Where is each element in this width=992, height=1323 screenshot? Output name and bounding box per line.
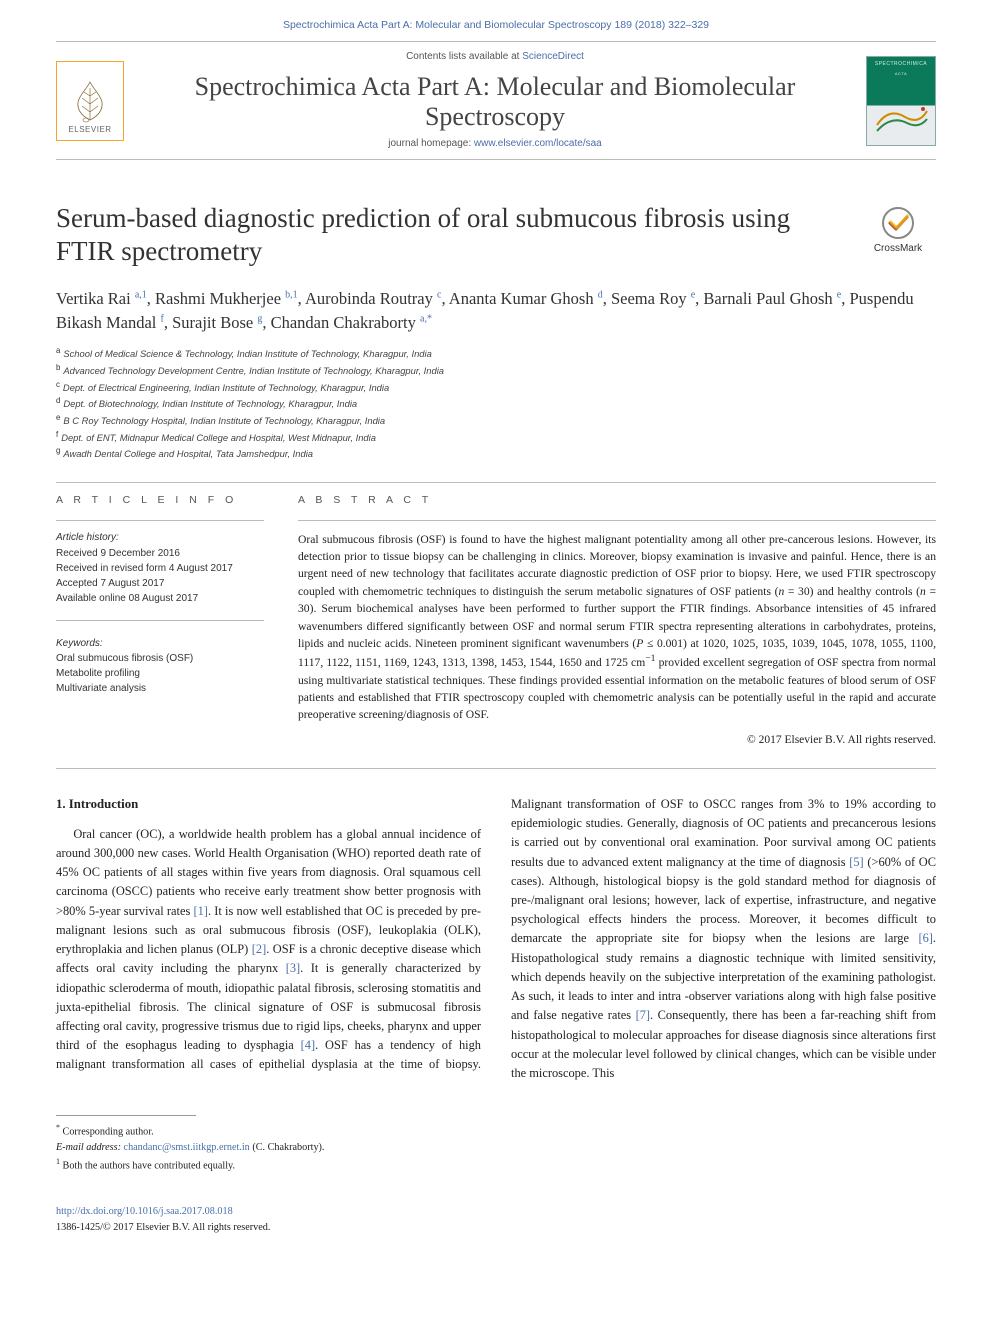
page: Spectrochimica Acta Part A: Molecular an… [0, 0, 992, 1275]
history-list: Received 9 December 2016Received in revi… [56, 546, 264, 606]
ref-link[interactable]: [6] [918, 931, 932, 945]
affiliation: dDept. of Biotechnology, Indian Institut… [56, 395, 936, 412]
homepage-prefix: journal homepage: [388, 138, 474, 149]
author: Ananta Kumar Ghosh d [449, 289, 603, 308]
affiliations: aSchool of Medical Science & Technology,… [56, 345, 936, 462]
publisher-logo: ELSEVIER [56, 61, 124, 141]
corresponding-author-text: Corresponding author. [63, 1127, 154, 1138]
crossmark-badge[interactable]: CrossMark [860, 206, 936, 256]
email-prefix: E-mail address: [56, 1142, 124, 1153]
divider [56, 482, 936, 483]
article-info-heading: A R T I C L E I N F O [56, 493, 264, 508]
equal-contribution-text: Both the authors have contributed equall… [63, 1161, 235, 1172]
article-title: Serum-based diagnostic prediction of ora… [56, 202, 848, 267]
abstract-block: A B S T R A C T Oral submucous fibrosis … [298, 493, 936, 748]
doi-link[interactable]: http://dx.doi.org/10.1016/j.saa.2017.08.… [56, 1206, 233, 1217]
history-line: Received 9 December 2016 [56, 546, 264, 561]
elsevier-tree-icon [72, 80, 108, 124]
keyword: Metabolite profiling [56, 666, 264, 681]
author: Seema Roy e [611, 289, 695, 308]
author: Chandan Chakraborty a,* [271, 313, 432, 332]
abstract-text: Oral submucous fibrosis (OSF) is found t… [298, 531, 936, 724]
authors: Vertika Rai a,1, Rashmi Mukherjee b,1, A… [56, 287, 936, 335]
footer: http://dx.doi.org/10.1016/j.saa.2017.08.… [56, 1204, 936, 1235]
ref-link[interactable]: [2] [252, 942, 266, 956]
affiliation: eB C Roy Technology Hospital, Indian Ins… [56, 412, 936, 429]
body-paragraph: Oral cancer (OC), a worldwide health pro… [56, 795, 936, 1083]
email-link[interactable]: chandanc@smst.iitkgp.ernet.in [124, 1142, 250, 1153]
ref-link[interactable]: [4] [301, 1038, 315, 1052]
journal-cover-thumbnail: SPECTROCHIMICA ACTA [866, 56, 936, 146]
ref-link[interactable]: [7] [636, 1008, 650, 1022]
email-suffix: (C. Chakraborty). [250, 1142, 325, 1153]
running-head: Spectrochimica Acta Part A: Molecular an… [56, 0, 936, 41]
email-note: E-mail address: chandanc@smst.iitkgp.ern… [56, 1140, 486, 1156]
section-heading: 1. Introduction [56, 795, 481, 815]
copyright-line: © 2017 Elsevier B.V. All rights reserved… [298, 732, 936, 748]
body-columns: 1. Introduction Oral cancer (OC), a worl… [56, 795, 936, 1083]
article-info-row: A R T I C L E I N F O Article history: R… [56, 493, 936, 748]
masthead-center: Contents lists available at ScienceDirec… [134, 50, 856, 152]
author: Barnali Paul Ghosh e [703, 289, 841, 308]
keyword: Multivariate analysis [56, 681, 264, 696]
affiliation: gAwadh Dental College and Hospital, Tata… [56, 445, 936, 462]
article-info: A R T I C L E I N F O Article history: R… [56, 493, 264, 748]
masthead: ELSEVIER Contents lists available at Sci… [56, 41, 936, 161]
title-block: Serum-based diagnostic prediction of ora… [56, 202, 936, 267]
ref-link[interactable]: [3] [286, 961, 300, 975]
crossmark-label: CrossMark [874, 242, 922, 256]
abstract-heading: A B S T R A C T [298, 493, 936, 508]
affiliation: bAdvanced Technology Development Centre,… [56, 362, 936, 379]
author: Vertika Rai a,1 [56, 289, 147, 308]
history-line: Accepted 7 August 2017 [56, 576, 264, 591]
homepage-line: journal homepage: www.elsevier.com/locat… [388, 137, 601, 151]
corresponding-author-note: * Corresponding author. [56, 1122, 486, 1140]
affiliation: aSchool of Medical Science & Technology,… [56, 345, 936, 362]
journal-name: Spectrochimica Acta Part A: Molecular an… [134, 68, 856, 134]
keywords-list: Oral submucous fibrosis (OSF)Metabolite … [56, 651, 264, 696]
contents-prefix: Contents lists available at [406, 51, 522, 62]
history-line: Available online 08 August 2017 [56, 591, 264, 606]
keywords-heading: Keywords: [56, 637, 264, 651]
affiliation: cDept. of Electrical Engineering, Indian… [56, 379, 936, 396]
author: Aurobinda Routray c [305, 289, 441, 308]
journal-homepage-link[interactable]: www.elsevier.com/locate/saa [474, 138, 602, 149]
cover-title: SPECTROCHIMICA [867, 61, 935, 68]
history-heading: Article history: [56, 531, 264, 545]
ref-link[interactable]: [5] [849, 855, 863, 869]
equal-contribution-note: 1 Both the authors have contributed equa… [56, 1156, 486, 1174]
author: Surajit Bose g [172, 313, 262, 332]
divider [56, 768, 936, 769]
cover-sub: ACTA [867, 71, 935, 77]
keyword: Oral submucous fibrosis (OSF) [56, 651, 264, 666]
issn-line: 1386-1425/© 2017 Elsevier B.V. All right… [56, 1220, 936, 1235]
history-line: Received in revised form 4 August 2017 [56, 561, 264, 576]
ref-link[interactable]: [1] [193, 904, 207, 918]
contents-line: Contents lists available at ScienceDirec… [406, 50, 584, 64]
sciencedirect-link[interactable]: ScienceDirect [522, 51, 584, 62]
publisher-name: ELSEVIER [68, 124, 111, 135]
author: Rashmi Mukherjee b,1 [155, 289, 298, 308]
footnotes: * Corresponding author. E-mail address: … [56, 1116, 486, 1174]
affiliation: fDept. of ENT, Midnapur Medical College … [56, 429, 936, 446]
